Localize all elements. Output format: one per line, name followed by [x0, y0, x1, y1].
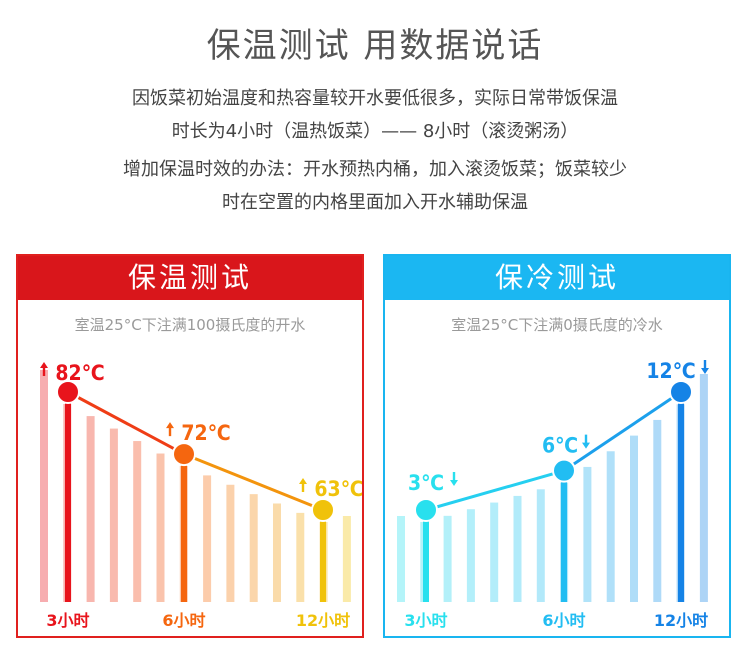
- cold-down-arrow-icon: [701, 360, 709, 374]
- cold-bg-bar: [583, 466, 592, 602]
- hot-bg-bar: [273, 503, 281, 602]
- cold-bg-bar: [630, 435, 638, 602]
- cold-point-label: 12℃: [646, 359, 695, 383]
- cold-x-tick-label: 6小时: [542, 611, 585, 630]
- hot-point-label: 63℃: [314, 477, 362, 501]
- hot-x-tick-label: 3小时: [46, 611, 89, 630]
- description-line-4: 时在空置的内格里面加入开水辅助保温: [222, 192, 528, 213]
- cold-test-panel: 保冷测试 室温25°C下注满0摄氏度的冷水 3℃ 3小时 6℃ 6小时 12℃ 12小时: [383, 254, 731, 638]
- hot-up-arrow-icon: [40, 362, 48, 376]
- hot-test-subtitle: 室温25°C下注满100摄氏度的开水: [74, 316, 306, 334]
- hot-point: [56, 380, 80, 404]
- cold-bg-bar: [397, 516, 405, 602]
- cold-bg-bar: [699, 374, 708, 602]
- hot-bg-bar: [40, 370, 48, 602]
- hot-bg-bar: [226, 484, 235, 602]
- description-line-3: 增加保温时效的办法：开水预热内桶，加入滚烫饭菜；饭菜较少: [123, 159, 627, 180]
- cold-bg-bar: [513, 495, 522, 602]
- hot-bg-bar: [249, 494, 258, 602]
- hot-stem: [320, 510, 326, 602]
- cold-x-tick-label: 3小时: [404, 611, 447, 630]
- cold-bg-bar: [490, 502, 499, 602]
- cold-down-arrow-icon: [450, 472, 458, 486]
- hot-point: [311, 498, 335, 522]
- hot-stem: [65, 392, 71, 602]
- cold-series-line: [563, 390, 682, 472]
- hot-series-line: [67, 390, 185, 456]
- hot-bg-bar: [203, 475, 212, 602]
- cold-test-chart: 3℃ 3小时 6℃ 6小时 12℃ 12小时: [397, 359, 709, 630]
- cold-test-subtitle: 室温25°C下注满0摄氏度的冷水: [451, 316, 663, 334]
- cold-stem: [678, 392, 684, 602]
- hot-bg-bar: [342, 516, 351, 602]
- hot-point-label: 72℃: [181, 421, 230, 445]
- cold-bg-bar: [466, 509, 475, 602]
- hot-test-panel: 保温测试 室温25°C下注满100摄氏度的开水 82℃ 3小时 72℃ 6小时 63℃ 1…: [16, 254, 364, 638]
- cold-point: [669, 380, 693, 404]
- cold-down-arrow-icon: [582, 434, 590, 449]
- hot-up-arrow-icon: [166, 422, 174, 437]
- cold-series-line: [425, 469, 565, 512]
- page-title: 保温测试 用数据说话: [206, 26, 544, 66]
- hot-bg-bar: [133, 441, 142, 602]
- cold-bg-bar: [536, 489, 545, 602]
- cold-x-tick-label: 12小时: [654, 611, 708, 630]
- hot-bg-bar: [156, 453, 165, 602]
- cold-stem: [561, 470, 567, 602]
- hot-x-tick-label: 6小时: [162, 611, 205, 630]
- cold-stem: [423, 510, 429, 602]
- hot-bg-bar: [109, 428, 118, 602]
- hot-series-line: [183, 452, 324, 512]
- cold-bg-bar: [653, 419, 662, 602]
- hot-bg-bar: [296, 512, 305, 602]
- cold-point-label: 6℃: [542, 434, 578, 458]
- cold-point: [414, 498, 438, 522]
- hot-up-arrow-icon: [299, 478, 307, 492]
- cold-point: [552, 458, 576, 483]
- description-line-2: 时长为4小时（温热饭菜）—— 8小时（滚烫粥汤）: [171, 121, 579, 142]
- cold-test-title: 保冷测试: [385, 256, 729, 300]
- hot-x-tick-label: 12小时: [296, 611, 350, 630]
- cold-bg-bar: [606, 451, 615, 602]
- hot-point-label: 82℃: [55, 361, 104, 385]
- hot-bg-bar: [86, 416, 95, 602]
- hot-test-title: 保温测试: [18, 256, 362, 300]
- hot-stem: [181, 454, 187, 602]
- cold-point-label: 3℃: [408, 471, 444, 495]
- hot-point: [172, 442, 196, 467]
- description-line-1: 因饭菜初始温度和热容量较开水要低很多，实际日常带饭保温: [132, 88, 618, 109]
- hot-test-chart: 82℃ 3小时 72℃ 6小时 63℃ 12小时: [40, 361, 362, 630]
- cold-bg-bar: [443, 515, 452, 602]
